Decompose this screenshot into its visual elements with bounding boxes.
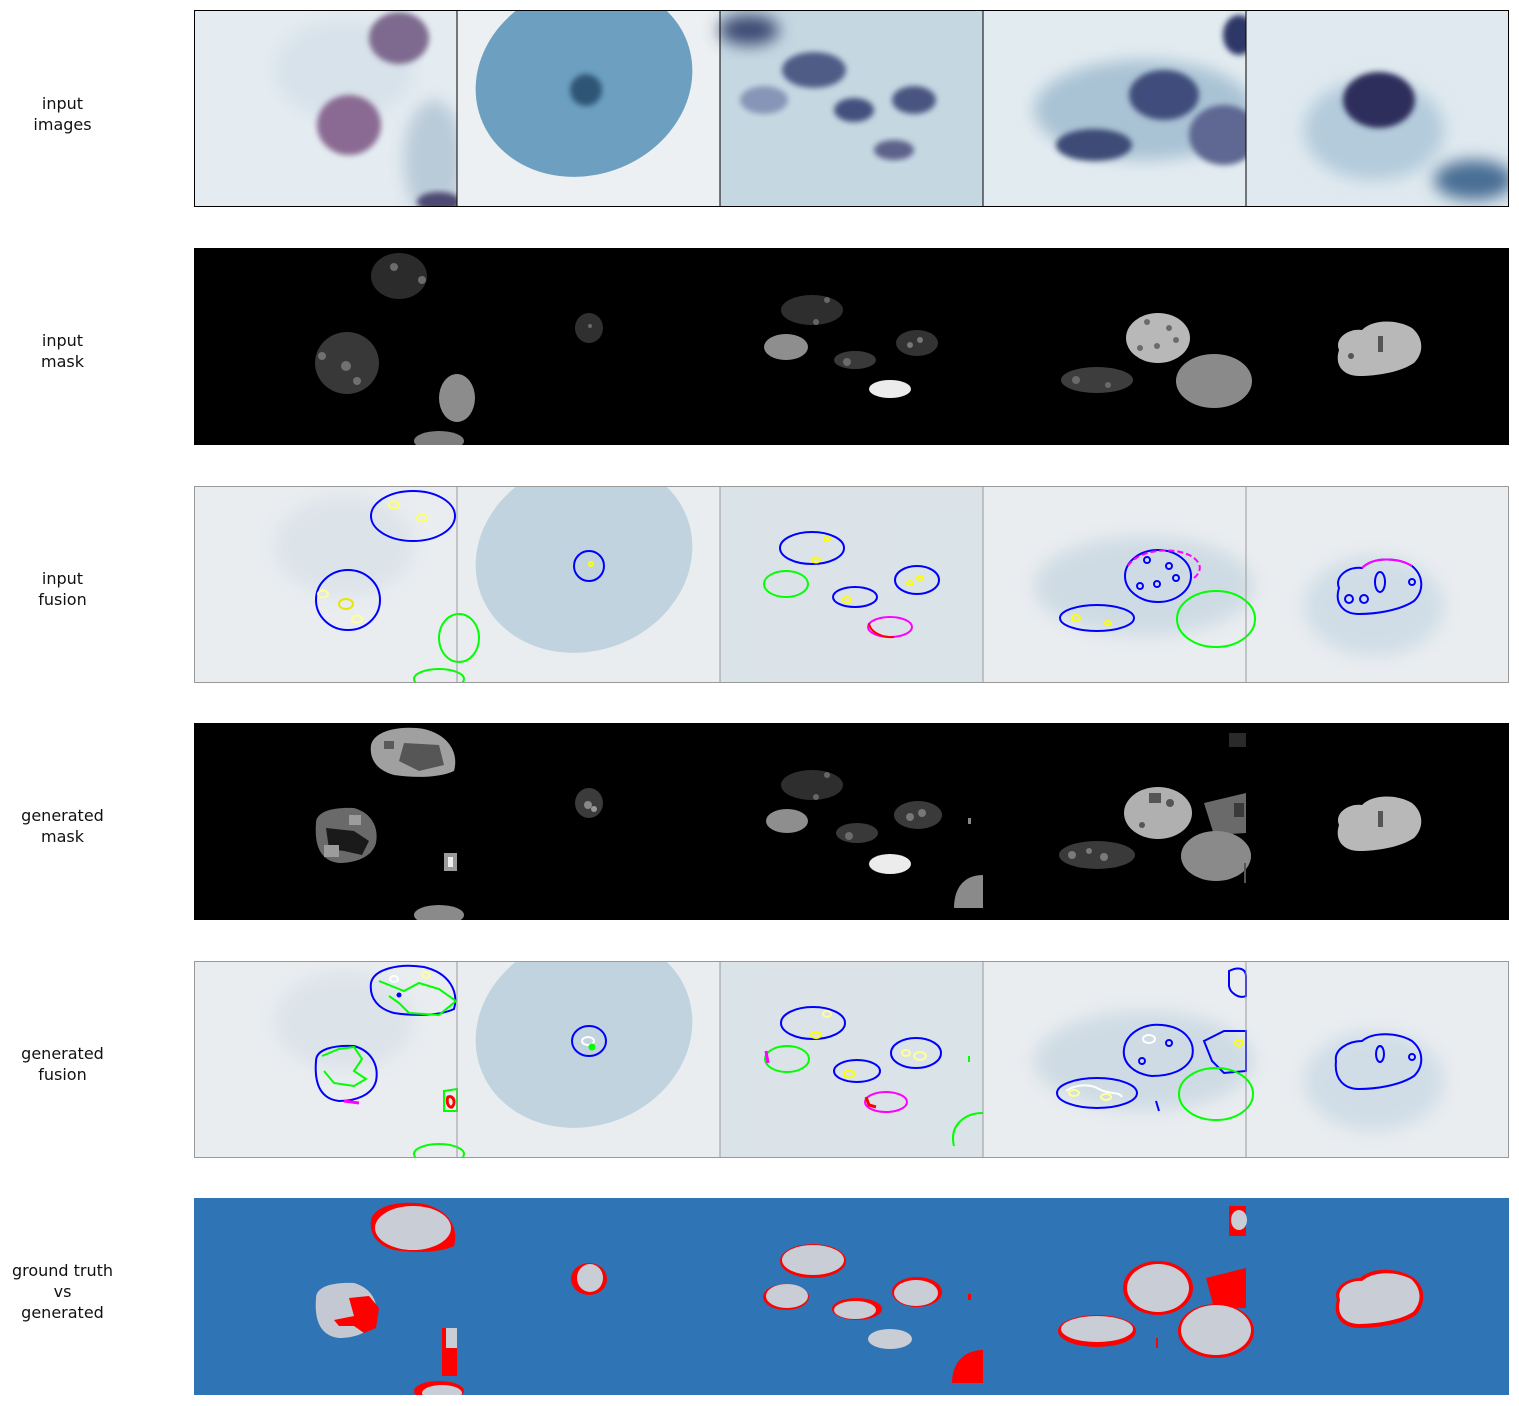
generated-mask-panel-1: [315, 727, 464, 920]
label-line: generated: [21, 806, 104, 825]
diff-panel-1: [315, 1202, 464, 1395]
diff-panel-5: [1335, 1269, 1424, 1328]
row-label-input-fusion: input fusion: [0, 568, 125, 610]
label-line: images: [33, 115, 92, 134]
generated-mask-panel-4: [1059, 733, 1251, 883]
fusion-background: [274, 486, 1444, 683]
mask-panel-2: [575, 313, 603, 343]
mask-panel-5: [1337, 321, 1422, 376]
label-line: fusion: [38, 1065, 87, 1084]
generated-mask-strip: [194, 723, 1509, 920]
label-line: generated: [21, 1044, 104, 1063]
input-fusion-strip: [194, 486, 1509, 683]
panel-borders: [194, 10, 1509, 207]
diff-panel-3: [763, 1244, 983, 1383]
label-line: mask: [41, 352, 84, 371]
diff-panel-4: [1058, 1206, 1254, 1358]
mask-panel-4: [1061, 313, 1252, 408]
panel-borders: [194, 486, 1509, 683]
label-line: input: [41, 331, 84, 350]
generated-fusion-strip: [194, 961, 1509, 1158]
label-line: ground truth: [11, 1261, 114, 1280]
label-line: fusion: [38, 590, 87, 609]
input-contours: [315, 490, 1423, 683]
mask-panel-1: [315, 253, 475, 445]
input-mask-strip: [194, 248, 1509, 445]
ground-truth-vs-generated-strip: [194, 1198, 1509, 1395]
generated-mask-panel-2: [575, 788, 603, 818]
diff-panel-2: [571, 1263, 607, 1295]
row-label-input-mask: input mask: [0, 330, 125, 372]
row-label-input-images: input images: [0, 93, 125, 135]
mask-panel-3: [764, 295, 938, 398]
row-label-ground-truth-vs-generated: ground truth vs generated: [0, 1260, 125, 1323]
image-panel-5: [1246, 10, 1509, 207]
label-line: mask: [41, 827, 84, 846]
generated-mask-panel-5: [1337, 796, 1422, 851]
generated-mask-panel-3: [766, 770, 983, 908]
generated-contours: [314, 964, 1423, 1158]
row-label-generated-fusion: generated fusion: [0, 1043, 125, 1085]
label-line: input: [41, 569, 84, 588]
image-panel-4: [983, 10, 1259, 207]
label-line: generated: [21, 1303, 104, 1322]
label-line: vs: [53, 1282, 72, 1301]
image-panel-3: [719, 10, 983, 207]
row-label-generated-mask: generated mask: [0, 805, 125, 847]
input-images-strip: [194, 10, 1509, 207]
label-line: input: [41, 94, 84, 113]
image-panel-2: [457, 10, 720, 207]
panel-borders: [194, 961, 1509, 1158]
image-panel-1: [194, 10, 464, 207]
